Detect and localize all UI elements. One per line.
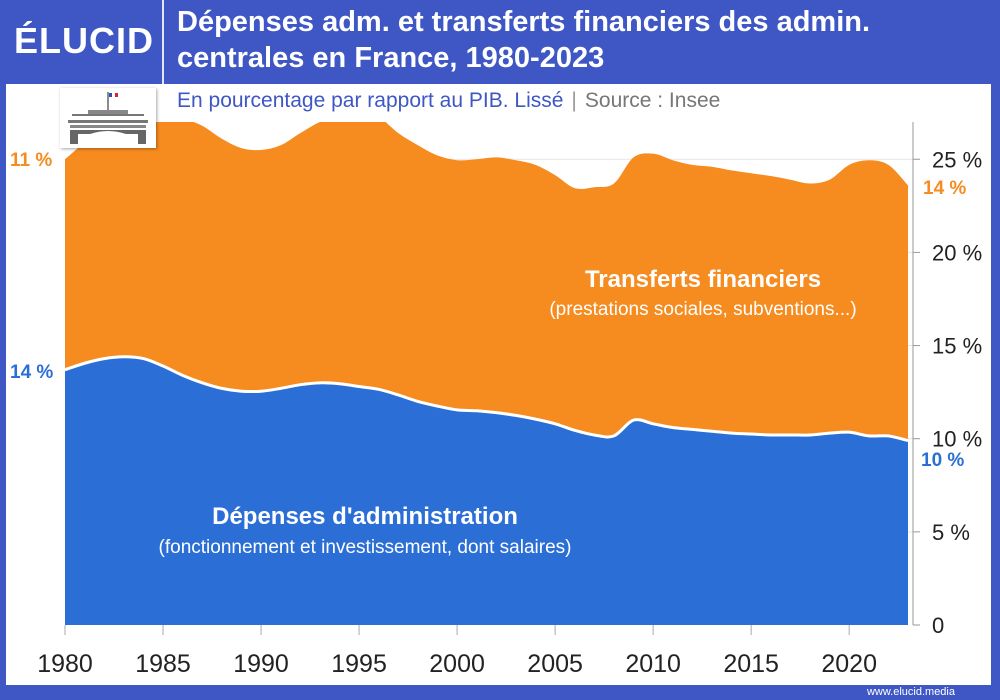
y-tick-label: 20 %: [932, 240, 982, 265]
x-tick-label: 2015: [723, 650, 779, 678]
footer-url: www.elucid.media: [866, 686, 955, 698]
area-admin: [65, 356, 908, 625]
series-label-transferts: Transferts financiers: [585, 266, 821, 293]
x-tick-label: 2005: [527, 650, 583, 678]
government-building-icon: [60, 88, 156, 148]
source-text: Source : Insee: [584, 89, 721, 112]
chart-subtitle: En pourcentage par rapport au PIB. Lissé…: [177, 89, 720, 113]
area-transferts: [65, 122, 908, 441]
start-label-transferts: 11 %: [10, 150, 52, 171]
start-label-admin: 14 %: [10, 362, 53, 383]
x-tick-label: 2010: [625, 650, 681, 678]
x-tick-label: 1980: [37, 650, 93, 678]
y-tick-label: 15 %: [932, 334, 982, 359]
chart-title: Dépenses adm. et transferts financiers d…: [177, 6, 871, 74]
subtitle-separator: |: [571, 89, 577, 112]
subtitle-text: En pourcentage par rapport au PIB. Lissé: [177, 89, 564, 112]
series-note-transferts: (prestations sociales, subventions...): [549, 299, 856, 320]
x-tick-label: 2000: [429, 650, 485, 678]
x-tick-label: 1990: [233, 650, 289, 678]
x-tick-label: 1995: [331, 650, 387, 678]
x-tick-label: 1985: [135, 650, 191, 678]
elucid-logo: ÉLUCID: [14, 20, 154, 61]
x-tick-label: 2020: [821, 650, 877, 678]
series-label-admin: Dépenses d'administration: [212, 503, 518, 530]
end-label-admin: 10 %: [921, 450, 964, 471]
y-tick-label: 10 %: [932, 427, 982, 452]
end-label-transferts: 14 %: [923, 178, 966, 199]
header-divider: [162, 0, 164, 84]
header: ÉLUCID Dépenses adm. et transferts finan…: [0, 0, 1000, 84]
series-boundary-line: [65, 355, 909, 443]
y-tick-label: 5 %: [932, 520, 970, 545]
series-note-admin: (fonctionnement et investissement, dont …: [159, 537, 572, 558]
y-tick-label: 0: [932, 613, 944, 638]
y-tick-label: 25 %: [932, 147, 982, 172]
